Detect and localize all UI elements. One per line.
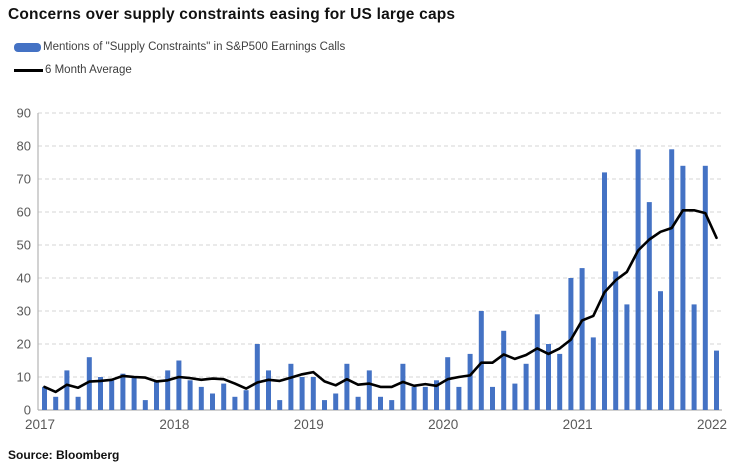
y-tick-label: 10 bbox=[17, 370, 31, 385]
bar bbox=[310, 377, 316, 410]
bar bbox=[355, 396, 361, 410]
bar bbox=[109, 380, 115, 410]
bar bbox=[98, 377, 103, 410]
bar bbox=[120, 373, 126, 410]
bar bbox=[75, 396, 81, 410]
y-tick-label: 30 bbox=[17, 304, 31, 319]
source-note: Source: Bloomberg bbox=[8, 448, 120, 462]
avg-line bbox=[43, 209, 718, 394]
x-tick-label: 2021 bbox=[563, 417, 593, 432]
bar bbox=[714, 350, 719, 410]
bar bbox=[221, 383, 227, 410]
y-tick-label: 20 bbox=[17, 337, 31, 352]
bar bbox=[691, 304, 697, 410]
x-tick-label: 2018 bbox=[159, 417, 189, 432]
y-tick-label: 50 bbox=[17, 238, 31, 253]
bar bbox=[154, 380, 159, 410]
bar-series-swatch-icon bbox=[14, 42, 41, 52]
y-tick-label: 80 bbox=[17, 139, 31, 154]
bar bbox=[523, 363, 529, 410]
bar bbox=[478, 311, 484, 410]
bar bbox=[165, 370, 171, 410]
bar bbox=[613, 271, 619, 410]
bar bbox=[64, 370, 70, 410]
bar bbox=[501, 330, 507, 410]
x-tick-label: 2022 bbox=[697, 417, 727, 432]
bar bbox=[142, 400, 148, 410]
bar bbox=[422, 386, 428, 410]
bar bbox=[277, 400, 283, 410]
y-tick-label: 60 bbox=[17, 205, 31, 220]
legend-label-bar-series: Mentions of "Supply Constraints" in S&P5… bbox=[43, 41, 346, 53]
x-tick-label: 2017 bbox=[25, 417, 55, 432]
bar bbox=[378, 396, 383, 410]
bar bbox=[366, 370, 372, 410]
x-tick-label: 2019 bbox=[294, 417, 324, 432]
bar bbox=[322, 400, 327, 410]
bar bbox=[624, 304, 630, 410]
bar bbox=[579, 268, 585, 410]
y-tick-label: 0 bbox=[24, 403, 31, 418]
bar bbox=[568, 278, 574, 410]
bar bbox=[434, 380, 439, 410]
bar bbox=[176, 360, 182, 410]
legend-label-line-series: 6 Month Average bbox=[45, 64, 132, 76]
bar bbox=[702, 165, 708, 410]
y-tick-label: 40 bbox=[17, 271, 31, 286]
bar bbox=[658, 291, 663, 410]
line-series-swatch-icon bbox=[14, 68, 43, 72]
plot-area: 0 10 20 30 40 50 60 70 80 90 2017 2018 2019 2020 2021 2… bbox=[17, 106, 727, 433]
bar bbox=[635, 149, 641, 411]
bar bbox=[445, 357, 451, 410]
bar bbox=[232, 396, 238, 410]
bar bbox=[546, 344, 551, 410]
bar bbox=[198, 386, 204, 410]
bar bbox=[266, 370, 271, 410]
legend-item-line-series: 6 Month Average bbox=[14, 64, 132, 76]
bar bbox=[389, 400, 395, 410]
bar bbox=[400, 363, 406, 410]
bar bbox=[131, 377, 137, 410]
bar bbox=[187, 380, 193, 410]
bar bbox=[42, 386, 47, 410]
bar bbox=[534, 314, 540, 410]
x-tick-label: 2020 bbox=[428, 417, 458, 432]
bar bbox=[243, 390, 249, 410]
bar bbox=[344, 363, 350, 410]
legend-item-bar-series: Mentions of "Supply Constraints" in S&P5… bbox=[14, 41, 345, 53]
chart-title: Concerns over supply constraints easing … bbox=[8, 6, 456, 23]
bar bbox=[512, 383, 518, 410]
bar bbox=[557, 353, 563, 410]
y-tick-label: 90 bbox=[17, 106, 31, 121]
bar bbox=[254, 344, 260, 410]
bar bbox=[680, 165, 686, 410]
bar bbox=[467, 353, 473, 410]
bar bbox=[669, 149, 675, 411]
bar bbox=[411, 386, 417, 410]
bar bbox=[86, 357, 92, 410]
bar bbox=[646, 202, 652, 410]
bar bbox=[490, 386, 495, 410]
bar bbox=[590, 337, 596, 410]
bar bbox=[210, 393, 215, 410]
y-tick-label: 70 bbox=[17, 172, 31, 187]
bar bbox=[288, 363, 294, 410]
bar bbox=[456, 386, 462, 410]
bar bbox=[333, 393, 339, 410]
bar bbox=[299, 377, 305, 410]
bar bbox=[53, 396, 59, 410]
